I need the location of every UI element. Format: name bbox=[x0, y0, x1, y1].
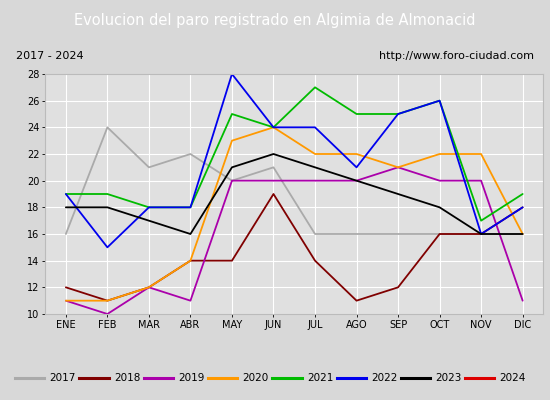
Text: 2017: 2017 bbox=[50, 373, 76, 383]
Text: 2017 - 2024: 2017 - 2024 bbox=[16, 51, 84, 61]
Text: 2023: 2023 bbox=[436, 373, 462, 383]
Text: 2022: 2022 bbox=[371, 373, 398, 383]
Text: 2019: 2019 bbox=[178, 373, 205, 383]
Text: 2020: 2020 bbox=[243, 373, 269, 383]
Text: 2021: 2021 bbox=[307, 373, 333, 383]
Text: 2018: 2018 bbox=[114, 373, 140, 383]
Text: http://www.foro-ciudad.com: http://www.foro-ciudad.com bbox=[379, 51, 534, 61]
Text: Evolucion del paro registrado en Algimia de Almonacid: Evolucion del paro registrado en Algimia… bbox=[74, 14, 476, 28]
Text: 2024: 2024 bbox=[499, 373, 526, 383]
